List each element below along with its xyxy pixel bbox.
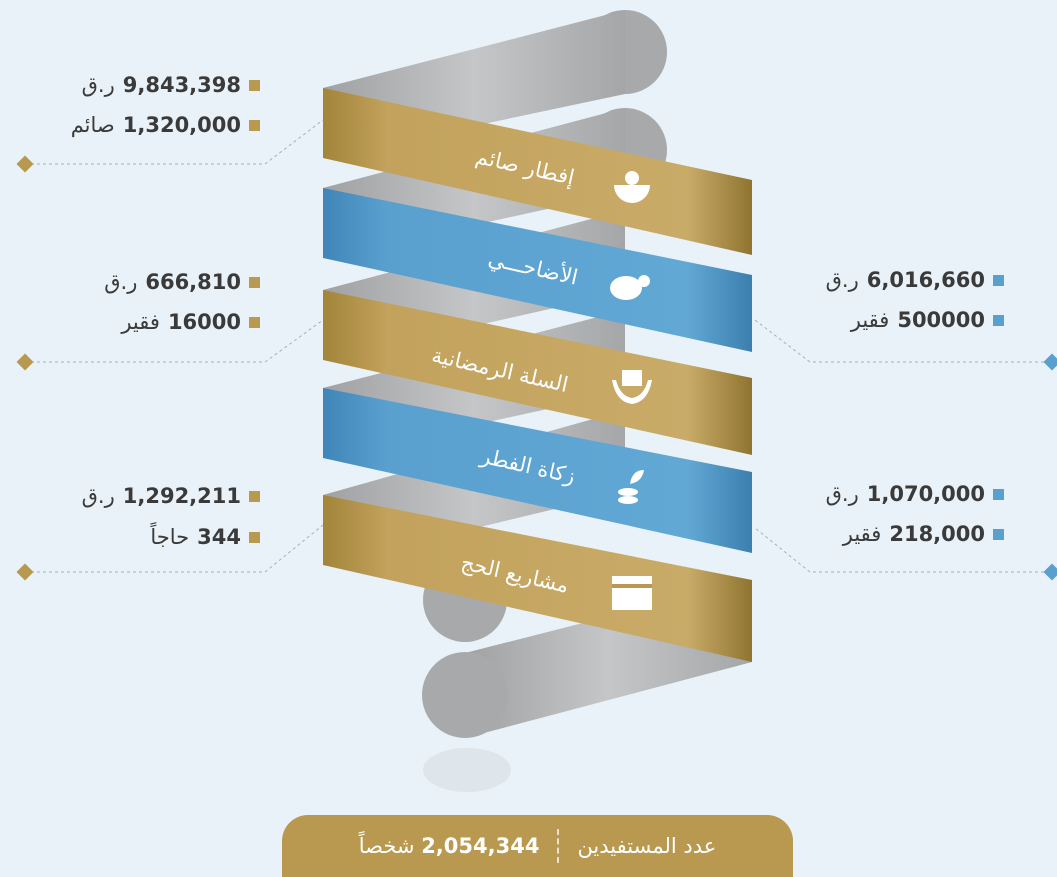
stat-unit: ر.ق <box>81 73 115 97</box>
stat-unit: فقير <box>842 522 882 546</box>
stat-value: 500000 <box>897 308 985 332</box>
marker <box>249 119 260 131</box>
footer: عدد المستفيدين 2,054,344 شخصاً <box>282 815 793 877</box>
stat-unit: ر.ق <box>825 268 859 292</box>
connectors <box>25 119 1050 573</box>
stat-row: 16000 فقير <box>121 310 260 334</box>
stat-unit: فقير <box>850 308 890 332</box>
stat-row: 1,292,211 ر.ق <box>82 484 260 508</box>
marker <box>249 276 260 288</box>
marker <box>993 274 1004 286</box>
marker <box>249 316 260 328</box>
stat-row: 218,000 فقير <box>843 522 1004 546</box>
stat-unit: فقير <box>121 310 160 334</box>
footer-label: عدد المستفيدين <box>577 834 717 858</box>
stat-row: 344 حاجاً <box>150 525 260 549</box>
marker <box>993 488 1004 500</box>
stat-value: 1,070,000 <box>866 482 985 506</box>
band <box>323 495 752 662</box>
icons <box>610 171 652 610</box>
band <box>323 290 752 455</box>
stat-row: 1,320,000 صائم <box>71 113 260 137</box>
stat-value: 6,016,660 <box>866 268 985 292</box>
stat-value: 1,292,211 <box>122 484 241 508</box>
stat-row: 1,070,000 ر.ق <box>826 482 1004 506</box>
stat-value: 16000 <box>167 310 241 334</box>
marker <box>249 79 260 91</box>
marker <box>249 531 260 543</box>
stat-row: 9,843,398 ر.ق <box>82 73 260 97</box>
stat-unit: ر.ق <box>104 270 138 294</box>
stat-value: 9,843,398 <box>122 73 241 97</box>
marker <box>993 314 1004 326</box>
marker <box>993 528 1004 540</box>
footer-total: 2,054,344 <box>421 834 540 858</box>
stat-value: 218,000 <box>889 522 985 546</box>
stat-value: 344 <box>197 525 241 549</box>
stat-unit: صائم <box>70 113 115 137</box>
band <box>323 188 752 352</box>
band <box>323 88 752 255</box>
stat-unit: ر.ق <box>825 482 859 506</box>
marker <box>249 490 260 502</box>
stat-value: 1,320,000 <box>122 113 241 137</box>
band <box>323 388 752 553</box>
stat-row: 6,016,660 ر.ق <box>826 268 1004 292</box>
stat-row: 500000 فقير <box>851 308 1004 332</box>
stat-row: 666,810 ر.ق <box>104 270 260 294</box>
stat-unit: ر.ق <box>81 484 115 508</box>
stat-unit: حاجاً <box>150 525 190 549</box>
footer-unit: شخصاً <box>358 834 415 858</box>
divider <box>557 829 560 863</box>
stat-value: 666,810 <box>145 270 241 294</box>
